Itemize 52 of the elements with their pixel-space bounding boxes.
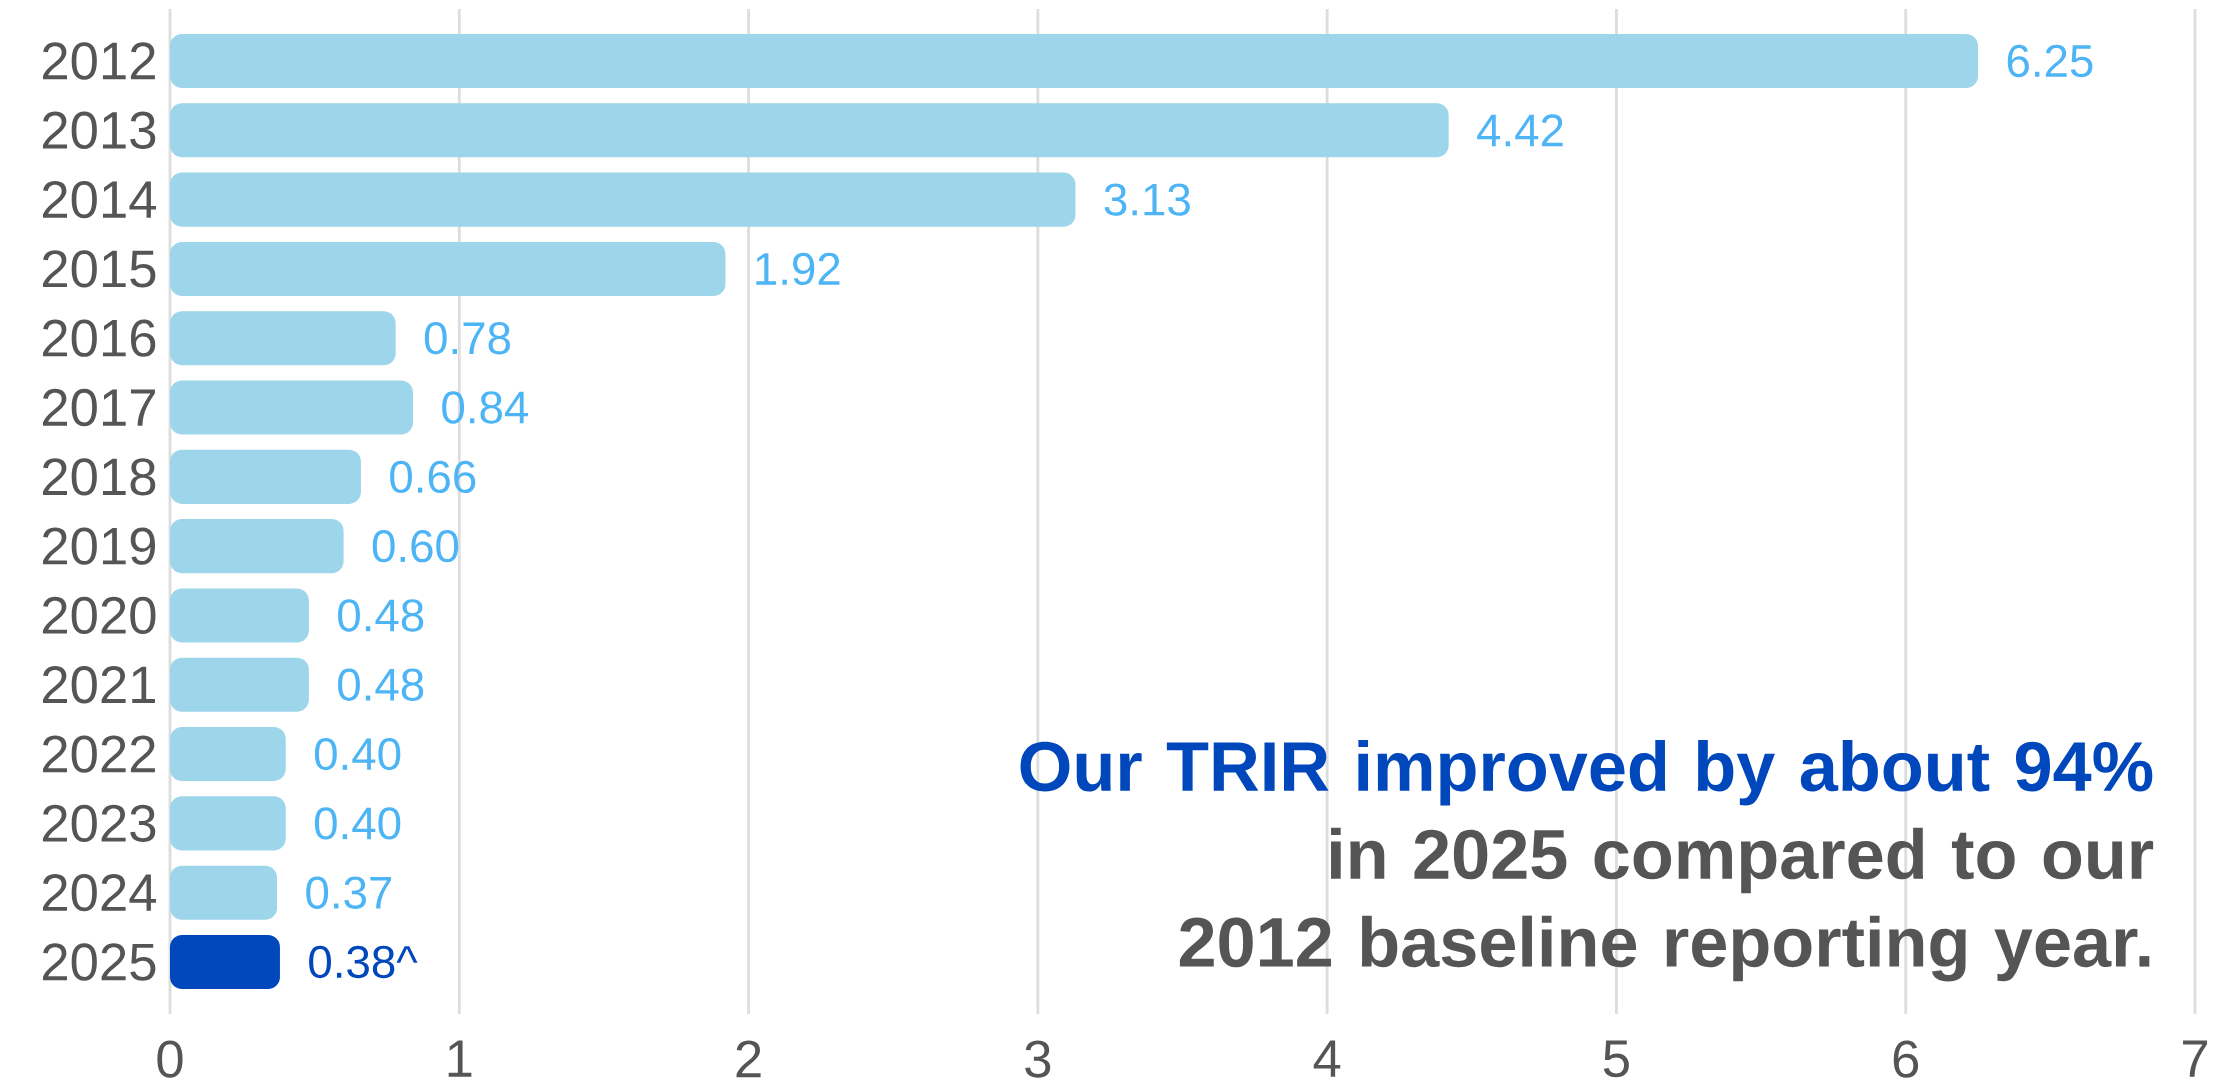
y-tick-label: 2017 xyxy=(42,388,155,427)
y-tick-label: 2014 xyxy=(42,180,157,219)
y-tick-label: 2019 xyxy=(42,527,156,565)
bar xyxy=(170,33,1979,89)
y-tick-label: 2016 xyxy=(42,319,156,357)
bar xyxy=(170,934,280,990)
y-tick-label: 2022 xyxy=(42,735,155,773)
data-label: 0.48 xyxy=(338,668,424,701)
bar xyxy=(170,796,286,851)
bar xyxy=(170,311,396,366)
bar xyxy=(170,241,726,296)
bar xyxy=(170,380,414,435)
x-tick-label: 1 xyxy=(448,1040,472,1077)
bar xyxy=(170,519,344,574)
x-tick-label: 6 xyxy=(1893,1040,1919,1078)
bar xyxy=(170,588,309,643)
y-tick-label: 2020 xyxy=(42,596,156,635)
data-label: 0.37 xyxy=(306,876,392,909)
data-label: 0.40 xyxy=(314,737,401,771)
x-tick-label: 4 xyxy=(1313,1040,1341,1077)
y-tick-label: 2012 xyxy=(42,42,155,80)
annotation: Our TRIR improved by about 94% xyxy=(1020,739,2153,806)
y-tick-label: 2015 xyxy=(42,250,156,288)
bar xyxy=(170,657,309,712)
data-label: 1.92 xyxy=(756,252,840,286)
bar xyxy=(170,449,361,504)
data-label: 0.38^ xyxy=(309,945,418,979)
x-tick-label: 3 xyxy=(1025,1040,1051,1078)
data-label: 0.60 xyxy=(372,529,459,563)
x-tick-label: 0 xyxy=(157,1040,183,1078)
y-tick-label: 2018 xyxy=(42,458,156,496)
y-tick-label: 2013 xyxy=(42,111,156,149)
y-tick-label: 2025 xyxy=(42,943,156,981)
data-label: 0.78 xyxy=(424,322,511,355)
x-tick-label: 7 xyxy=(2183,1040,2208,1077)
x-tick-label: 2 xyxy=(736,1040,761,1078)
data-label: 0.66 xyxy=(390,460,476,494)
y-tick-label: 2023 xyxy=(42,804,156,843)
data-label: 0.84 xyxy=(442,391,529,424)
annotation: in 2025 compared to our 2012 baseline reporting year. xyxy=(1179,827,2154,982)
data-label: 0.40 xyxy=(314,807,401,840)
bar xyxy=(170,727,286,782)
y-tick-label: 2021 xyxy=(42,666,155,704)
y-tick-label: 2024 xyxy=(42,874,157,912)
data-label: 0.48 xyxy=(338,599,424,632)
bar xyxy=(170,865,278,920)
data-label: 4.42 xyxy=(1477,114,1563,147)
data-label: 6.25 xyxy=(2007,44,2093,78)
data-label: 3.13 xyxy=(1104,183,1190,216)
x-tick-label: 5 xyxy=(1603,1040,1629,1078)
bar xyxy=(170,103,1449,158)
bar xyxy=(170,172,1076,227)
